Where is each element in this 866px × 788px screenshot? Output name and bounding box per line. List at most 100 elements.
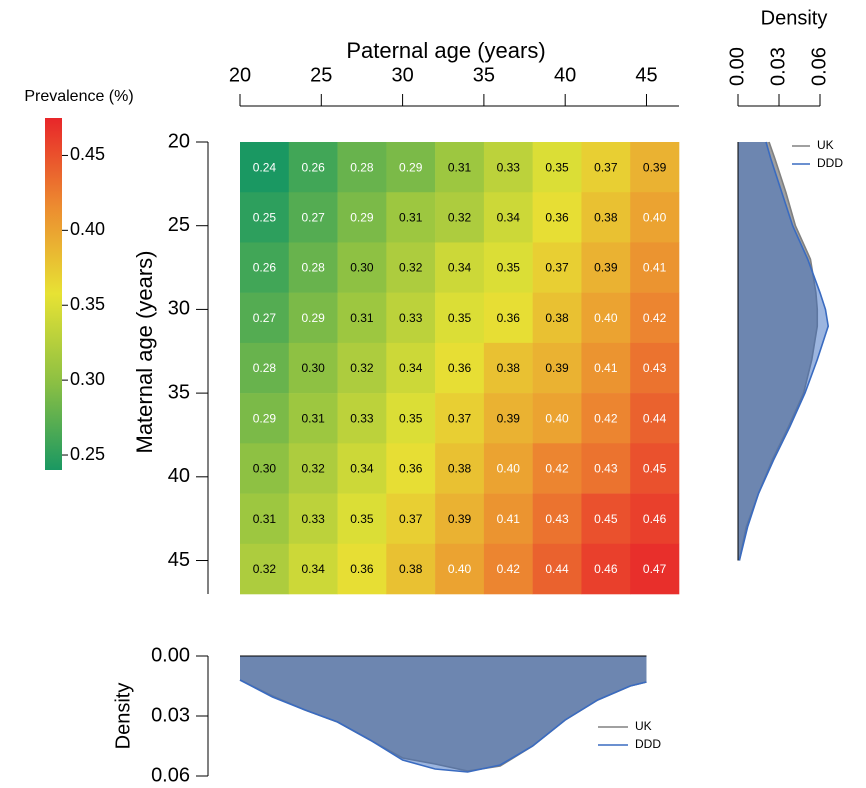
heatmap-cell xyxy=(240,342,290,394)
cell-label: 0.31 xyxy=(253,512,277,526)
cell-label: 0.26 xyxy=(301,160,325,174)
heatmap-cell xyxy=(337,242,387,293)
legend-label: DDD xyxy=(817,156,843,170)
heatmap-cell xyxy=(630,543,680,595)
density-line xyxy=(738,141,830,561)
cell-label: 0.34 xyxy=(399,361,423,375)
cell-label: 0.45 xyxy=(594,512,618,526)
cell-label: 0.29 xyxy=(399,160,423,174)
cell-label: 0.39 xyxy=(497,411,521,425)
density-tick-label: 0.00 xyxy=(726,47,748,86)
cell-label: 0.27 xyxy=(301,211,325,225)
cell-label: 0.33 xyxy=(399,311,423,325)
heatmap-cell xyxy=(581,493,631,545)
cell-label: 0.38 xyxy=(448,462,472,476)
cell-label: 0.32 xyxy=(253,562,277,576)
heatmap-cell xyxy=(337,543,387,595)
cell-label: 0.34 xyxy=(301,562,325,576)
heatmap-cell xyxy=(532,142,582,193)
heatmap-cell xyxy=(435,443,485,494)
heatmap-cell xyxy=(581,242,631,293)
y-tick-label: 30 xyxy=(168,298,190,320)
colorbar-tick-label: 0.30 xyxy=(70,369,105,389)
heatmap-cell xyxy=(288,443,338,494)
heatmap-cell xyxy=(386,443,436,494)
heatmap-cell xyxy=(288,393,338,444)
heatmap-cell xyxy=(532,443,582,494)
y-tick-label: 45 xyxy=(168,549,190,571)
cell-label: 0.34 xyxy=(448,261,472,275)
cell-label: 0.36 xyxy=(448,361,472,375)
heatmap-cell xyxy=(337,493,387,545)
cell-label: 0.33 xyxy=(301,512,325,526)
heatmap-cell xyxy=(435,342,485,394)
legend-label: UK xyxy=(635,719,652,733)
cell-label: 0.24 xyxy=(253,160,277,174)
heatmap: 0.24 0.26 0.28 0.29 0.31 0.33 0.35 0.37 0.39 0.25… xyxy=(240,142,680,595)
x-tick-label: 35 xyxy=(473,64,495,86)
heatmap-cell xyxy=(435,192,485,243)
cell-label: 0.38 xyxy=(497,361,521,375)
heatmap-cell xyxy=(337,443,387,494)
cell-label: 0.41 xyxy=(594,361,618,375)
density-tick-label: 0.03 xyxy=(151,704,190,726)
cell-label: 0.31 xyxy=(448,160,472,174)
heatmap-cell xyxy=(483,543,533,595)
heatmap-cell xyxy=(240,393,290,444)
cell-label: 0.32 xyxy=(399,261,423,275)
heatmap-cell xyxy=(532,493,582,545)
y-axis-title: Maternal age (years) xyxy=(132,251,157,454)
heatmap-cell xyxy=(240,192,290,243)
cell-label: 0.29 xyxy=(253,411,277,425)
cell-label: 0.29 xyxy=(301,311,325,325)
x-tick-label: 40 xyxy=(554,64,576,86)
cell-label: 0.31 xyxy=(301,411,325,425)
heatmap-cell xyxy=(337,342,387,394)
x-tick-label: 20 xyxy=(229,64,251,86)
heatmap-cell xyxy=(288,242,338,293)
heatmap-cell xyxy=(630,242,680,293)
heatmap-cell xyxy=(483,393,533,444)
legend-label: DDD xyxy=(635,737,661,751)
heatmap-cell xyxy=(240,142,290,193)
cell-label: 0.38 xyxy=(545,311,569,325)
cell-label: 0.28 xyxy=(253,361,277,375)
heatmap-cell xyxy=(240,242,290,293)
cell-label: 0.37 xyxy=(448,411,472,425)
cell-label: 0.40 xyxy=(545,411,569,425)
cell-label: 0.42 xyxy=(594,411,618,425)
cell-label: 0.42 xyxy=(643,311,667,325)
heatmap-cell xyxy=(630,393,680,444)
cell-label: 0.43 xyxy=(594,462,618,476)
cell-label: 0.44 xyxy=(545,562,569,576)
heatmap-cell xyxy=(288,543,338,595)
cell-label: 0.30 xyxy=(253,462,277,476)
cell-label: 0.36 xyxy=(399,462,423,476)
cell-label: 0.36 xyxy=(497,311,521,325)
heatmap-cell xyxy=(386,192,436,243)
cell-label: 0.29 xyxy=(350,211,374,225)
cell-label: 0.36 xyxy=(350,562,374,576)
cell-label: 0.32 xyxy=(448,211,472,225)
heatmap-cell xyxy=(581,342,631,394)
cell-label: 0.33 xyxy=(350,411,374,425)
cell-label: 0.46 xyxy=(643,512,667,526)
colorbar-tick-label: 0.25 xyxy=(70,444,105,464)
cell-label: 0.35 xyxy=(399,411,423,425)
heatmap-cell xyxy=(240,493,290,545)
density-area xyxy=(738,142,829,561)
heatmap-cell xyxy=(581,443,631,494)
heatmap-cell xyxy=(483,142,533,193)
heatmap-cell xyxy=(581,393,631,444)
heatmap-cell xyxy=(386,292,436,344)
heatmap-cell xyxy=(240,543,290,595)
cell-label: 0.32 xyxy=(301,462,325,476)
density-area xyxy=(240,656,647,772)
cell-label: 0.31 xyxy=(399,211,423,225)
cell-label: 0.45 xyxy=(643,462,667,476)
heatmap-cell xyxy=(288,292,338,344)
heatmap-cell xyxy=(581,192,631,243)
y-tick-label: 25 xyxy=(168,214,190,236)
cell-label: 0.37 xyxy=(399,512,423,526)
